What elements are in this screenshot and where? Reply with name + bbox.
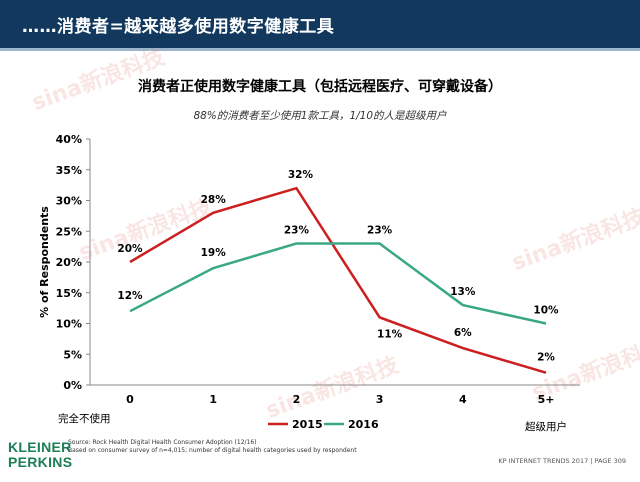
x-note-last: 超级用户 (525, 420, 567, 433)
chart-subtitle: 88%的消费者至少使用1款工具，1/10的人是超级用户 (193, 110, 447, 122)
x-tick-label: 0 (126, 393, 134, 406)
x-note-first: 完全不使用 (58, 412, 111, 425)
data-label: 2% (537, 352, 555, 364)
source-line: Based on consumer survey of n=4,015; num… (68, 447, 357, 454)
data-label: 10% (533, 305, 559, 317)
y-tick-label: 40% (56, 133, 82, 146)
source-note: Source: Rock Health Digital Health Consu… (68, 439, 357, 455)
x-tick-label: 3 (376, 393, 384, 406)
data-label: 6% (454, 327, 472, 339)
x-tick-label: 2 (293, 393, 301, 406)
y-tick-label: 25% (56, 225, 82, 238)
y-tick-label: 10% (56, 318, 82, 331)
data-label: 13% (450, 286, 476, 298)
y-tick-label: 0% (63, 379, 82, 392)
data-label: 23% (367, 225, 393, 237)
data-label: 20% (117, 243, 143, 255)
data-label: 12% (117, 290, 143, 302)
x-tick-label: 5+ (538, 393, 555, 406)
series-line-2015 (129, 186, 547, 374)
legend-label: 2015 (292, 418, 323, 431)
y-tick-label: 35% (56, 164, 82, 177)
legend-label: 2016 (348, 418, 379, 431)
x-tick-label: 4 (459, 393, 467, 406)
source-line: Source: Rock Health Digital Health Consu… (68, 439, 257, 446)
y-tick-label: 15% (56, 287, 82, 300)
kleiner-perkins-logo: KLEINER PERKINS (8, 440, 72, 470)
data-label: 19% (201, 247, 227, 259)
logo-line: PERKINS (8, 454, 73, 470)
series-line-2016 (129, 242, 547, 325)
data-label: 28% (201, 194, 227, 206)
data-label: 32% (288, 169, 314, 181)
data-label: 23% (284, 225, 310, 237)
y-tick-label: 20% (56, 256, 82, 269)
y-tick-label: 5% (63, 348, 82, 361)
data-label: 11% (377, 328, 403, 340)
header-bar: ……消费者=越来越多使用数字健康工具 (0, 0, 640, 48)
x-tick-label: 1 (209, 393, 217, 406)
y-axis-label: % of Respondents (38, 206, 51, 318)
y-tick-label: 30% (56, 195, 82, 208)
page-footer: KP INTERNET TRENDS 2017 | PAGE 309 (498, 457, 626, 465)
logo-line: KLEINER (8, 439, 72, 455)
header-divider (0, 48, 640, 51)
slide-title: ……消费者=越来越多使用数字健康工具 (22, 16, 335, 37)
chart-title: 消费者正使用数字健康工具（包括远程医疗、可穿戴设备） (138, 79, 502, 95)
